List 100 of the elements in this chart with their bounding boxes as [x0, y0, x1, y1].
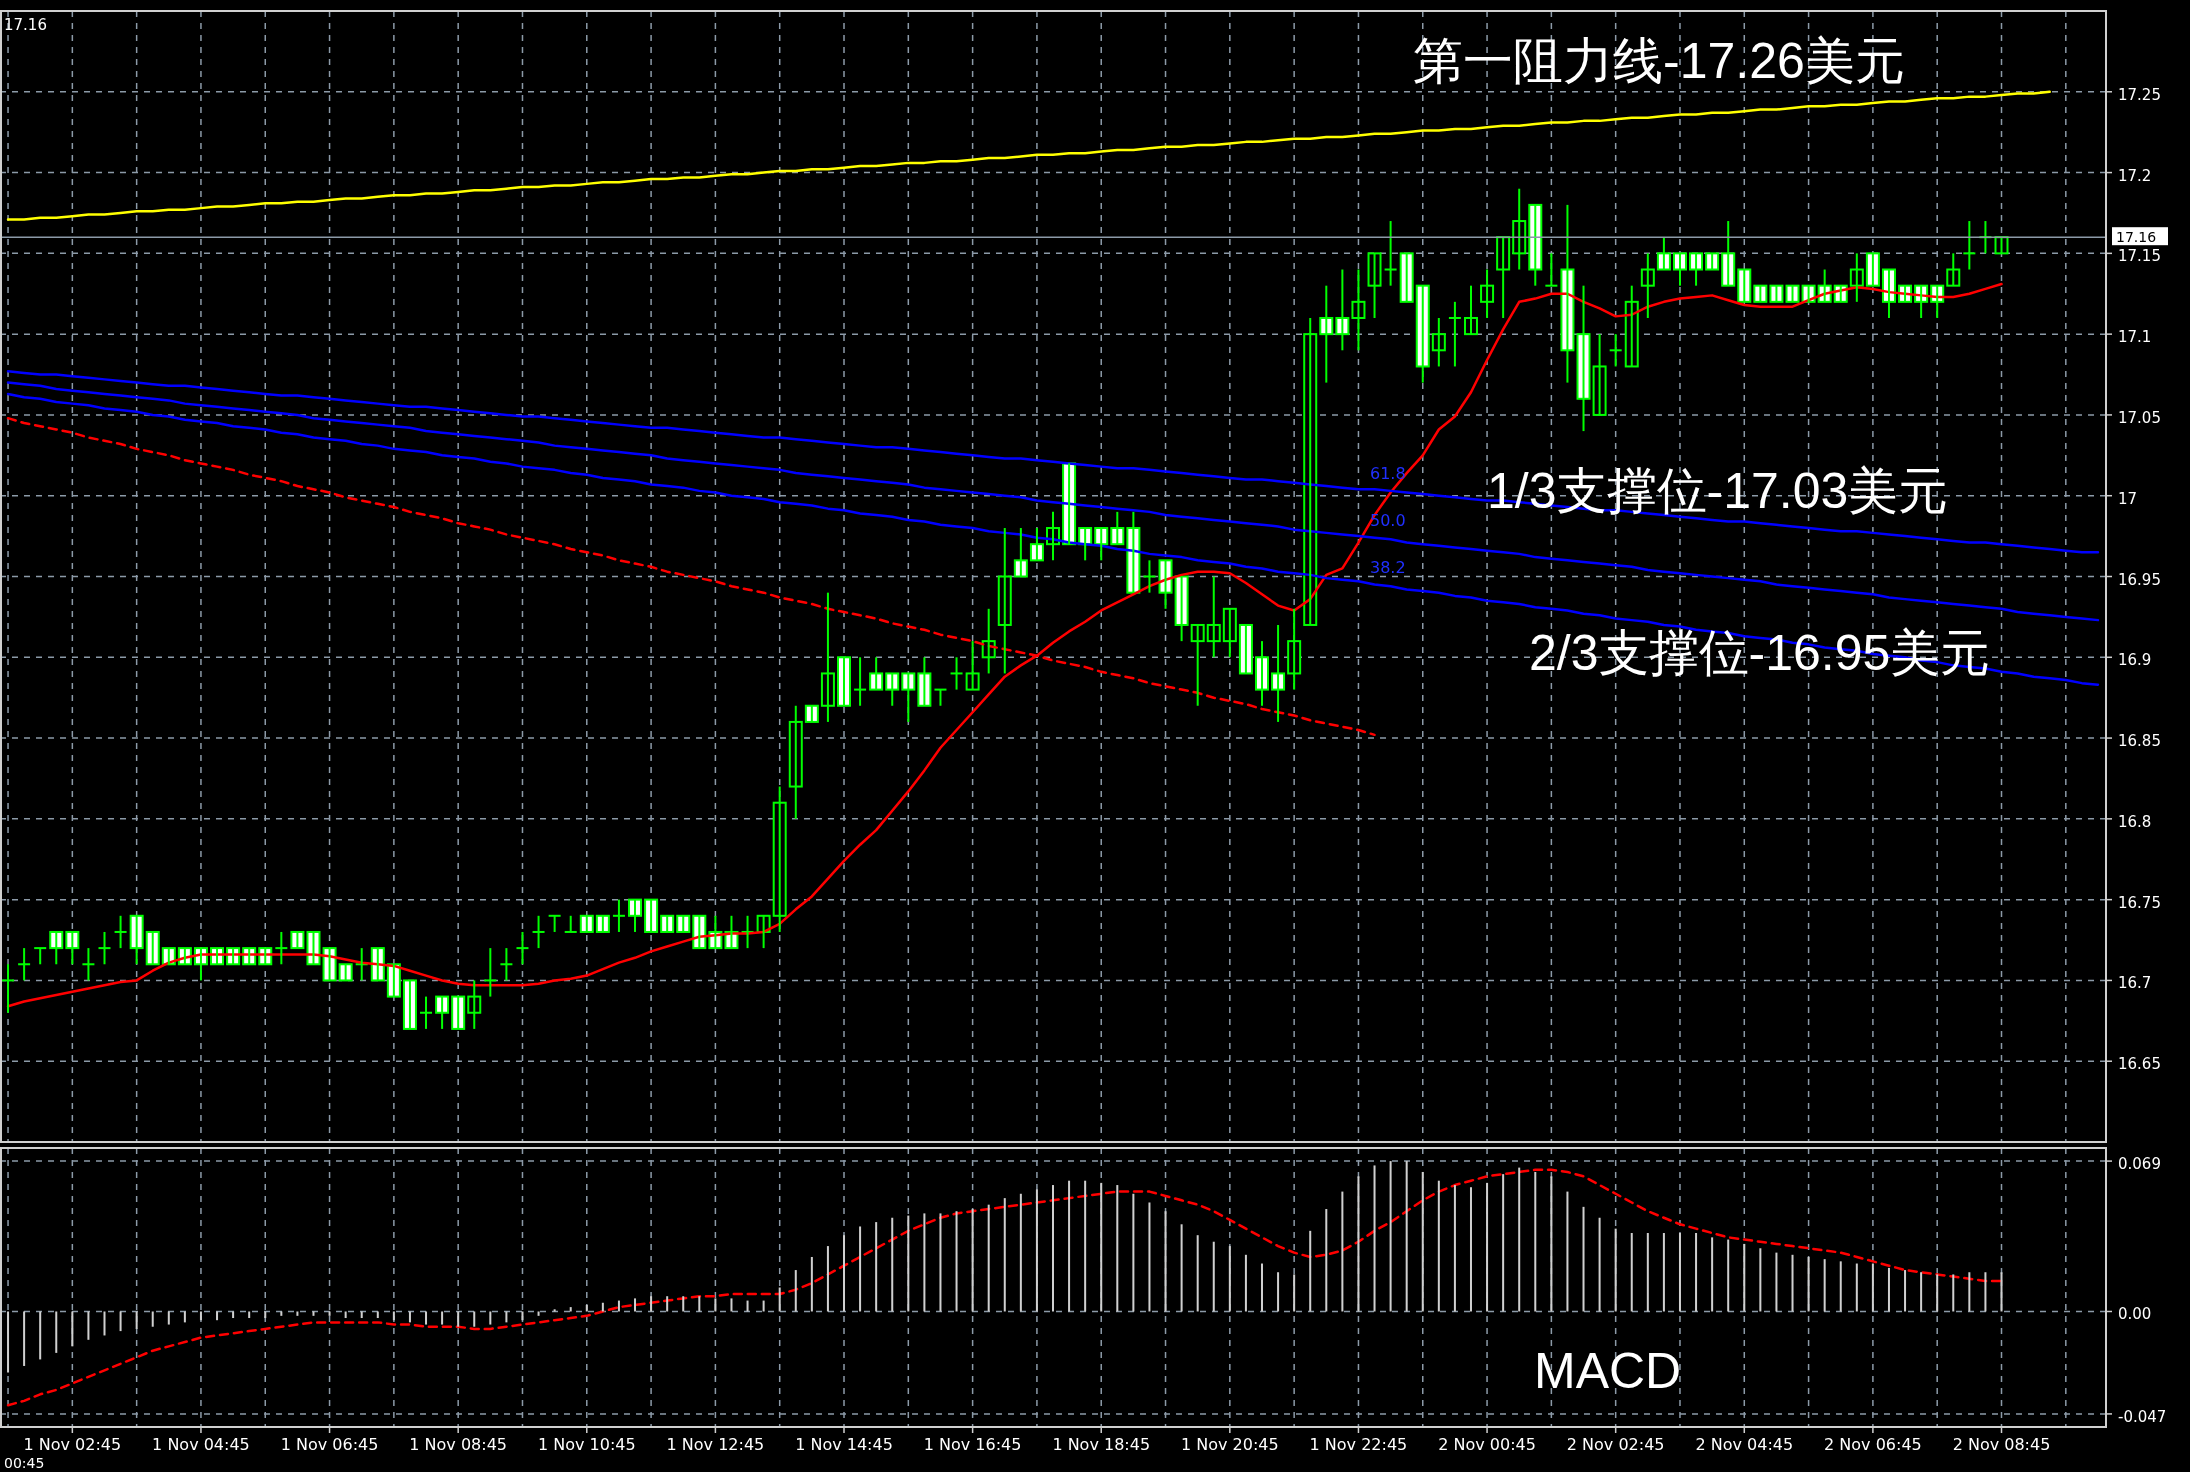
bar: [617, 1300, 620, 1312]
bar: [232, 1311, 235, 1319]
bar: [1277, 1272, 1280, 1312]
candlestick: [1062, 462, 1077, 546]
x-tick-label: 1 Nov 22:45: [1309, 1435, 1408, 1454]
bar: [1936, 1274, 1939, 1312]
y-tick-label: 16.7: [2118, 974, 2152, 993]
x-tick-label: 1 Nov 06:45: [280, 1435, 379, 1454]
line-series: [6, 381, 2100, 622]
x-tick-label: 1 Nov 12:45: [666, 1435, 765, 1454]
bar: [601, 1302, 604, 1312]
bar: [1904, 1270, 1907, 1312]
bar: [1357, 1176, 1360, 1312]
bar: [762, 1300, 765, 1312]
candlestick: [804, 704, 819, 723]
bar: [1807, 1256, 1810, 1312]
bar: [505, 1311, 508, 1323]
x-tick-label: 1 Nov 04:45: [152, 1435, 250, 1454]
bar: [1566, 1191, 1569, 1312]
candlestick: [1656, 236, 1671, 271]
bar: [778, 1287, 781, 1312]
bar: [1759, 1248, 1762, 1312]
bar: [859, 1226, 862, 1312]
x-tick-label: 2 Nov 00:45: [1438, 1435, 1536, 1454]
candlestick: [548, 914, 561, 933]
bar: [344, 1311, 347, 1319]
x-tick-label: 1 Nov 08:45: [409, 1435, 508, 1454]
candlestick: [837, 656, 852, 707]
x-tick-label: 1 Nov 10:45: [537, 1435, 636, 1454]
candlestick: [676, 914, 691, 933]
annotation: 50.0: [1370, 511, 1406, 530]
ref-line-label: 17.16: [2116, 229, 2157, 246]
bar: [1052, 1185, 1054, 1312]
candlestick: [644, 898, 659, 933]
bar: [1550, 1176, 1553, 1312]
bar: [585, 1304, 588, 1312]
bar: [810, 1256, 813, 1312]
bar: [216, 1311, 219, 1321]
bar: [264, 1311, 267, 1319]
candlestick: [145, 930, 160, 966]
bar: [553, 1309, 556, 1312]
bar: [392, 1311, 395, 1321]
y-tick-label: 0.00: [2118, 1305, 2152, 1324]
bar: [794, 1270, 797, 1312]
candlestick: [451, 995, 466, 1030]
bar: [1743, 1243, 1746, 1312]
candlestick: [564, 914, 577, 933]
candlestick: [1753, 284, 1768, 303]
y-tick-label: 16.75: [2118, 893, 2161, 912]
bar: [955, 1211, 958, 1312]
y-tick-label: 16.8: [2118, 812, 2152, 831]
candlestick: [1238, 623, 1253, 675]
bar: [1068, 1180, 1071, 1312]
annotation: 38.2: [1370, 558, 1406, 577]
bar: [826, 1246, 829, 1312]
bar: [1244, 1254, 1247, 1312]
x-tick-label: 2 Nov 06:45: [1824, 1435, 1922, 1454]
bar: [1164, 1211, 1167, 1312]
x-tick-label: 1 Nov 16:45: [923, 1435, 1022, 1454]
y-tick-label: 16.65: [2118, 1055, 2161, 1074]
candlestick: [370, 947, 385, 982]
bar: [1984, 1272, 1987, 1312]
x-tick-label: 1 Nov 20:45: [1181, 1435, 1279, 1454]
bar: [151, 1311, 154, 1327]
bar: [1678, 1233, 1681, 1312]
bar: [923, 1213, 926, 1312]
candlestick: [1737, 268, 1752, 303]
candlestick: [34, 947, 47, 966]
bar: [376, 1311, 379, 1319]
bar: [666, 1296, 669, 1312]
candlestick: [290, 930, 305, 950]
bar: [55, 1311, 58, 1353]
bar: [1325, 1209, 1328, 1312]
bar: [987, 1204, 990, 1312]
bar: [1598, 1217, 1601, 1312]
bar: [1952, 1274, 1955, 1312]
annotation: 61.8: [1370, 464, 1406, 483]
bar: [746, 1300, 749, 1312]
bar: [489, 1311, 492, 1325]
bar: [87, 1311, 90, 1340]
bar: [441, 1311, 444, 1325]
bar: [328, 1311, 331, 1316]
candlestick: [1689, 252, 1704, 287]
bar: [698, 1296, 701, 1312]
bar: [103, 1311, 106, 1336]
bar: [2000, 1272, 2003, 1312]
candlestick: [1994, 236, 2009, 255]
bar: [1260, 1263, 1263, 1312]
x-tick-label: 2 Nov 02:45: [1566, 1435, 1665, 1454]
candlestick: [1865, 252, 1880, 287]
bar: [1887, 1267, 1890, 1312]
candlestick: [901, 672, 916, 723]
bar: [875, 1222, 878, 1312]
candlestick: [1013, 527, 1028, 578]
y-tick-label: 16.85: [2118, 732, 2161, 751]
bar: [1212, 1241, 1215, 1312]
y-tick-label: -0.047: [2118, 1407, 2167, 1426]
bar: [1196, 1235, 1199, 1312]
y-tick-label: 16.95: [2118, 570, 2161, 589]
bar: [248, 1311, 251, 1319]
